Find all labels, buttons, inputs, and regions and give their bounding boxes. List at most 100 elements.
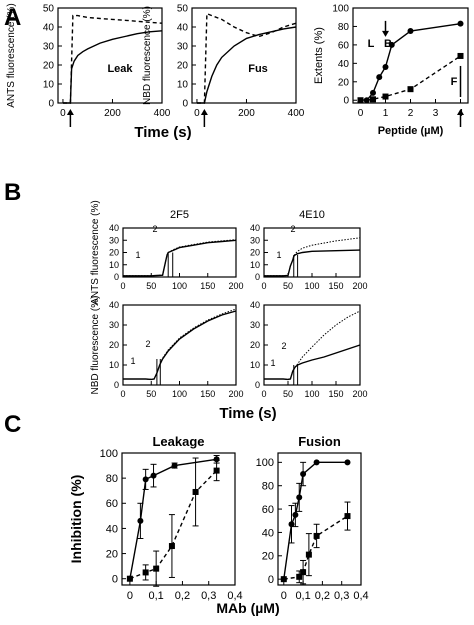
chart-title: 2F5 — [170, 209, 189, 221]
series-line — [129, 470, 218, 580]
y-tick-label: 0 — [255, 272, 260, 282]
data-point — [292, 511, 299, 518]
chart-b1: 0 50 100 150 200 0 10 20 30 40 ANTS fluorescence (… — [90, 200, 244, 304]
series-line — [129, 458, 217, 579]
y-tick-label: 100 — [332, 4, 349, 15]
data-point — [407, 86, 414, 93]
chart-c1: 0 0,1 0,2 0,3 0,4 0 20 40 60 80 100 Inhibition (%) L… — [68, 434, 243, 602]
x-tick-label: 200 — [352, 281, 367, 291]
y-tick-label: 0 — [255, 380, 260, 390]
y-tick-label: 30 — [177, 42, 189, 53]
y-tick-label: 20 — [262, 551, 274, 563]
chart-b3: 0 50 100 150 200 0 10 20 30 40 NBD fluorescence (%… — [90, 296, 244, 399]
y-tick-label: 40 — [250, 223, 260, 233]
x-tick-label: 0 — [261, 281, 266, 291]
y-axis-label: Inhibition (%) — [68, 475, 84, 564]
b-shared-xlabel: Time (s) — [219, 405, 276, 422]
up-arrow-head — [66, 109, 74, 115]
data-point — [382, 64, 389, 71]
chart-b2: 0 50 100 150 200 0 10 20 30 40 4E10 1 2 — [250, 209, 368, 291]
data-point — [300, 569, 307, 576]
data-point — [344, 459, 351, 466]
chart-c2: 0 0,1 0,2 0,3 0,4 0 20 40 60 80 100 Fusion — [256, 434, 369, 602]
plot-frame — [277, 452, 362, 586]
y-tick-label: 10 — [177, 80, 189, 91]
data-point — [363, 97, 370, 104]
chart-title: 4E10 — [299, 209, 325, 221]
x-tick-label: 200 — [238, 108, 255, 119]
annotation: F — [451, 76, 458, 88]
series-line — [264, 344, 361, 381]
up-arrow-head — [200, 109, 208, 115]
y-tick-label: 10 — [250, 260, 260, 270]
y-tick-label: 30 — [250, 235, 260, 245]
y-tick-label: 30 — [250, 320, 260, 330]
data-point — [288, 521, 295, 528]
down-arrow-head — [382, 30, 389, 37]
x-tick-label: 150 — [200, 389, 215, 399]
x-tick-label: 0,3 — [201, 590, 216, 602]
y-tick-label: 80 — [106, 473, 118, 485]
chart-a2: 0 200 400 0 10 20 30 40 50 NBD fluorescence (%) Fu… — [142, 4, 305, 127]
y-tick-label: 60 — [262, 504, 274, 516]
x-tick-label: 50 — [283, 389, 293, 399]
annotation: B — [384, 38, 392, 50]
x-tick-label: 50 — [283, 281, 293, 291]
y-tick-label: 40 — [338, 59, 350, 70]
data-point — [142, 476, 149, 483]
x-tick-label: 100 — [304, 281, 319, 291]
y-tick-label: 10 — [250, 360, 260, 370]
series-line — [264, 310, 361, 380]
data-point — [296, 494, 303, 501]
plot-frame — [121, 452, 236, 586]
y-tick-label: 80 — [262, 481, 274, 493]
y-tick-label: 10 — [109, 260, 119, 270]
annotation: 1 — [130, 356, 135, 366]
data-point — [137, 517, 144, 524]
data-point — [370, 96, 376, 103]
chart-a1: 0 200 400 0 10 20 30 40 50 ANTS fluorescence (%) L… — [6, 3, 171, 127]
x-tick-label: 0 — [120, 389, 125, 399]
y-tick-label: 60 — [338, 40, 350, 51]
chart-title: Leakage — [152, 434, 204, 449]
x-tick-label: 200 — [104, 108, 121, 119]
y-axis-label: NBD fluorescence (%) — [90, 296, 101, 395]
data-point — [300, 471, 307, 478]
x-tick-label: 400 — [154, 108, 171, 119]
panel-label-b: B — [4, 179, 21, 206]
series-line — [123, 310, 237, 381]
series-line — [360, 55, 461, 101]
c-shared-xlabel: MAb (µM) — [216, 600, 279, 616]
series-line — [283, 461, 348, 580]
x-tick-label: 0 — [120, 281, 125, 291]
y-tick-label: 40 — [43, 23, 55, 34]
panel-label-c: C — [4, 411, 21, 438]
x-tick-label: 3 — [433, 108, 439, 119]
panel-label-a: A — [4, 4, 21, 31]
x-tick-label: 0,3 — [334, 590, 349, 602]
x-tick-label: 150 — [328, 281, 343, 291]
y-tick-label: 80 — [338, 22, 350, 33]
y-tick-label: 20 — [109, 340, 119, 350]
data-point — [126, 575, 133, 582]
series-line — [63, 14, 163, 104]
series-line — [366, 23, 461, 101]
data-point — [296, 573, 303, 580]
x-tick-label: 50 — [146, 281, 156, 291]
data-point — [213, 467, 220, 474]
up-arrow-head — [457, 109, 464, 115]
y-tick-label: 40 — [109, 223, 119, 233]
series-line — [63, 30, 163, 104]
x-tick-label: 0,4 — [227, 590, 242, 602]
data-point — [457, 52, 464, 59]
x-tick-label: 0 — [281, 590, 287, 602]
y-tick-label: 30 — [109, 320, 119, 330]
data-point — [142, 569, 149, 576]
data-point — [168, 543, 175, 550]
data-point — [171, 462, 178, 469]
plot-frame — [191, 7, 297, 104]
y-tick-label: 40 — [262, 527, 274, 539]
x-tick-label: 200 — [228, 281, 243, 291]
x-tick-label: 0 — [60, 108, 66, 119]
